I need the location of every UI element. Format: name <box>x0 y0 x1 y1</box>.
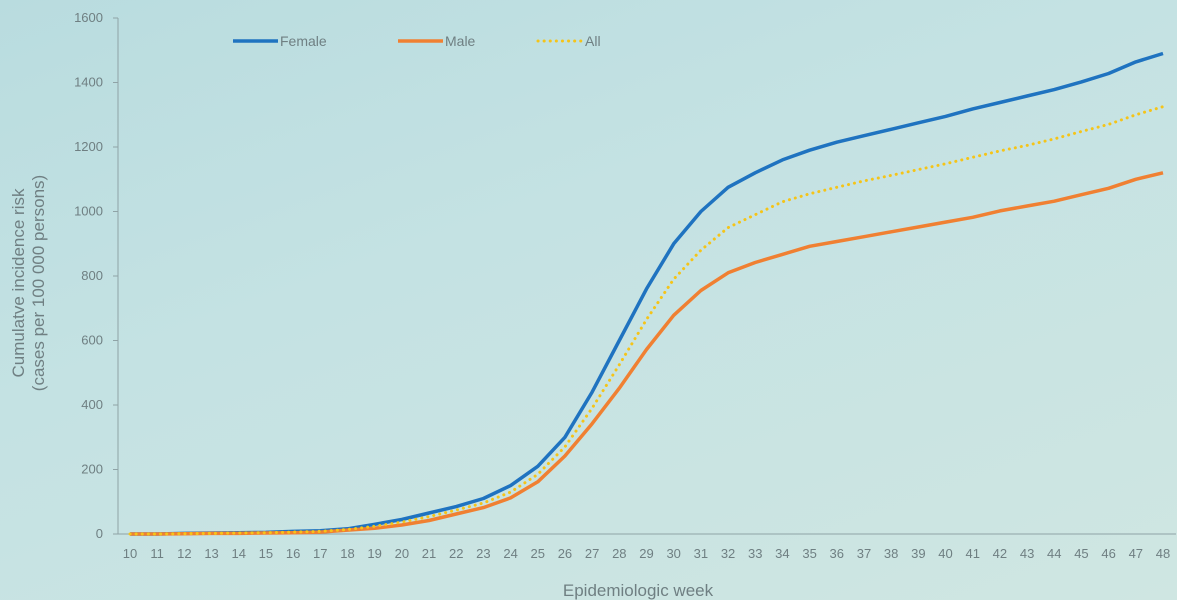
x-tick-label: 29 <box>639 546 653 561</box>
y-axis-title-line1: Cumulatve incidence risk <box>9 188 28 377</box>
y-tick-label: 400 <box>81 397 103 412</box>
x-tick-label: 18 <box>340 546 354 561</box>
x-tick-label: 26 <box>558 546 572 561</box>
legend-label-female: Female <box>280 33 327 49</box>
x-tick-label: 32 <box>721 546 735 561</box>
x-tick-label: 22 <box>449 546 463 561</box>
x-tick-label: 12 <box>177 546 191 561</box>
x-tick-label: 15 <box>259 546 273 561</box>
x-tick-label: 16 <box>286 546 300 561</box>
series-lines <box>128 51 1165 536</box>
y-tick-label: 1000 <box>74 204 103 219</box>
y-axis-title: Cumulatve incidence risk (cases per 100 … <box>9 175 48 391</box>
y-tick-label: 1200 <box>74 139 103 154</box>
x-tick-label: 21 <box>422 546 436 561</box>
x-tick-label: 45 <box>1074 546 1088 561</box>
series-line-female <box>130 51 1164 536</box>
chart-axes <box>117 18 1176 535</box>
x-tick-label: 44 <box>1047 546 1061 561</box>
x-tick-label: 46 <box>1101 546 1115 561</box>
x-tick-label: 36 <box>830 546 844 561</box>
x-tick-label: 48 <box>1156 546 1170 561</box>
series-line-all <box>128 105 1165 536</box>
x-axis-title: Epidemiologic week <box>563 581 714 600</box>
x-tick-label: 11 <box>150 546 164 561</box>
x-tick-label: 39 <box>911 546 925 561</box>
x-tick-label: 19 <box>367 546 381 561</box>
y-tick-label: 800 <box>81 268 103 283</box>
legend-label-male: Male <box>445 33 476 49</box>
y-tick-label: 1600 <box>74 10 103 25</box>
x-tick-label: 23 <box>476 546 490 561</box>
x-tick-label: 34 <box>775 546 789 561</box>
legend-label-all: All <box>585 33 601 49</box>
x-tick-label: 41 <box>965 546 979 561</box>
x-tick-label: 37 <box>857 546 871 561</box>
series-line-male <box>130 171 1164 536</box>
y-tick-label: 600 <box>81 333 103 348</box>
x-tick-label: 13 <box>204 546 218 561</box>
y-axis-title-line2: (cases per 100 000 persons) <box>29 175 48 391</box>
y-tick-label: 200 <box>81 462 103 477</box>
x-tick-label: 14 <box>232 546 246 561</box>
x-tick-label: 30 <box>666 546 680 561</box>
x-tick-label: 42 <box>993 546 1007 561</box>
legend: Female Male All <box>233 33 601 49</box>
x-tick-label: 35 <box>802 546 816 561</box>
x-tick-label: 43 <box>1020 546 1034 561</box>
x-tick-label: 20 <box>395 546 409 561</box>
x-tick-label: 27 <box>585 546 599 561</box>
x-tick-label: 38 <box>884 546 898 561</box>
x-tick-label: 17 <box>313 546 327 561</box>
x-tick-label: 40 <box>938 546 952 561</box>
x-tick-label: 10 <box>123 546 137 561</box>
y-tick-label: 1400 <box>74 75 103 90</box>
y-tick-label: 0 <box>96 526 103 541</box>
x-tick-label: 47 <box>1129 546 1143 561</box>
y-tick-labels: 0 200 400 600 800 1000 1200 1400 1600 <box>74 10 118 541</box>
x-tick-label: 25 <box>531 546 545 561</box>
x-tick-label: 33 <box>748 546 762 561</box>
x-tick-label: 28 <box>612 546 626 561</box>
x-tick-labels: 10 11 12 13 14 15 16 17 18 19 20 21 22 23 24 25 26 27 28 29… <box>123 546 1170 561</box>
x-tick-label: 31 <box>694 546 708 561</box>
x-tick-label: 24 <box>503 546 517 561</box>
